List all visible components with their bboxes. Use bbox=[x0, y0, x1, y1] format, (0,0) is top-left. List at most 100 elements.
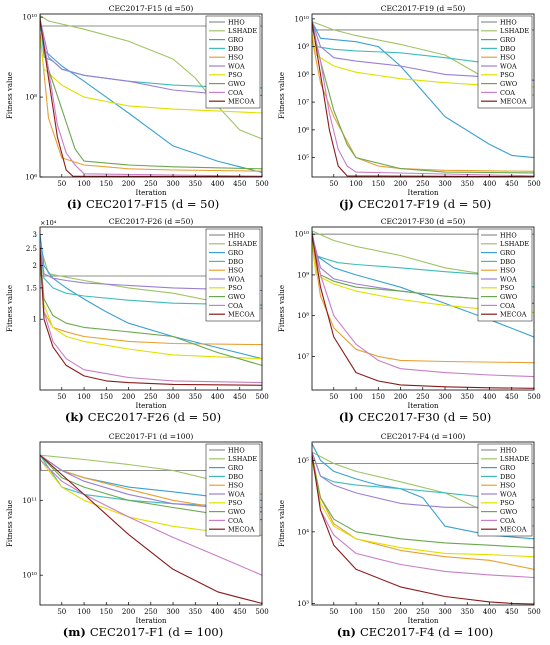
series-line-coa bbox=[40, 248, 262, 384]
legend-label: HSO bbox=[500, 267, 515, 275]
legend-label: GRO bbox=[500, 249, 515, 257]
y-axis-label: Fitness value bbox=[6, 285, 14, 332]
legend-label: LSHADE bbox=[228, 455, 257, 463]
panel-caption: (i) CEC2017-F15 (d = 50) bbox=[67, 197, 220, 211]
x-tick-label: 100 bbox=[349, 608, 362, 616]
y-tick-label: 10⁶ bbox=[25, 174, 37, 182]
legend-label: WOA bbox=[500, 490, 517, 498]
chart-panel-0: 50 100 150 200 250 300 350 400 450 500 10⁶ 10⁸ 10¹⁰ C… bbox=[6, 4, 269, 211]
x-tick-label: 450 bbox=[233, 608, 246, 616]
x-axis-label: Iteration bbox=[407, 189, 439, 197]
legend-label: HHO bbox=[228, 231, 245, 239]
legend-label: GRO bbox=[500, 36, 515, 44]
legend-label: WOA bbox=[228, 490, 245, 498]
panel-caption: (m) CEC2017-F1 (d = 100) bbox=[63, 625, 223, 639]
legend-label: MECOA bbox=[228, 526, 255, 534]
x-tick-label: 100 bbox=[349, 393, 362, 401]
y-tick-label: 2.5 bbox=[26, 245, 37, 253]
legend-label: WOA bbox=[500, 62, 517, 70]
y-axis-label: Fitness value bbox=[278, 500, 286, 547]
x-tick-label: 300 bbox=[166, 608, 179, 616]
series-line-gwo bbox=[312, 27, 534, 174]
y-tick-label: 10³ bbox=[297, 600, 309, 608]
chart-panel-4: 50 100 150 200 250 300 350 400 450 500 10¹⁰ 10¹¹ CEC… bbox=[6, 432, 269, 639]
panel-caption: (j) CEC2017-F19 (d = 50) bbox=[339, 197, 491, 211]
x-axis-label: Iteration bbox=[135, 617, 167, 625]
legend-label: MECOA bbox=[228, 311, 255, 319]
legend-label: COA bbox=[500, 302, 515, 310]
series-line-gro bbox=[40, 20, 262, 173]
x-tick-label: 100 bbox=[77, 393, 90, 401]
legend-label: HSO bbox=[228, 54, 243, 62]
y-tick-label: 3 bbox=[33, 231, 37, 239]
x-tick-label: 100 bbox=[349, 180, 362, 188]
x-tick-label: 100 bbox=[77, 180, 90, 188]
y-tick-label: 2 bbox=[33, 262, 37, 270]
y-tick-label: 10¹⁰ bbox=[22, 14, 37, 22]
x-tick-label: 250 bbox=[144, 180, 157, 188]
y-tick-label: 10⁶ bbox=[297, 126, 309, 134]
legend-label: HSO bbox=[500, 54, 515, 62]
legend-label: LSHADE bbox=[500, 455, 529, 463]
chart-title: CEC2017-F15 (d =50) bbox=[109, 4, 194, 13]
legend-label: LSHADE bbox=[500, 27, 529, 35]
legend-label: PSO bbox=[500, 499, 514, 507]
chart-title: CEC2017-F30 (d =50) bbox=[381, 217, 466, 226]
y-tick-label: 10⁵ bbox=[297, 154, 309, 162]
x-tick-label: 200 bbox=[122, 393, 135, 401]
series-line-mecoa bbox=[40, 248, 262, 386]
series-line-coa bbox=[312, 454, 534, 579]
legend-label: LSHADE bbox=[500, 240, 529, 248]
y-tick-label: 1.5 bbox=[26, 284, 37, 292]
y-tick-label: 10⁷ bbox=[297, 99, 309, 107]
legend-label: GWO bbox=[500, 508, 517, 516]
x-tick-label: 250 bbox=[144, 393, 157, 401]
y-tick-label: 10⁹ bbox=[297, 271, 309, 279]
legend-label: WOA bbox=[500, 275, 517, 283]
legend-label: WOA bbox=[228, 275, 245, 283]
y-axis-label: Fitness value bbox=[278, 285, 286, 332]
y-axis-label: Fitness value bbox=[278, 72, 286, 119]
series-line-gro bbox=[312, 443, 534, 540]
x-axis-label: Iteration bbox=[135, 189, 167, 197]
x-tick-label: 400 bbox=[211, 180, 224, 188]
legend-label: HSO bbox=[500, 482, 515, 490]
y-tick-label: 10¹⁰ bbox=[294, 231, 309, 239]
x-tick-label: 400 bbox=[483, 393, 496, 401]
legend-label: LSHADE bbox=[228, 27, 257, 35]
legend-label: GWO bbox=[500, 293, 517, 301]
series-line-mecoa bbox=[40, 454, 262, 604]
x-tick-label: 250 bbox=[416, 608, 429, 616]
x-tick-label: 200 bbox=[122, 180, 135, 188]
panel-caption: (k) CEC2017-F26 (d = 50) bbox=[65, 410, 221, 424]
legend-label: HHO bbox=[500, 446, 517, 454]
series-line-mecoa bbox=[312, 454, 534, 605]
x-tick-label: 500 bbox=[255, 608, 268, 616]
chart-title: CEC2017-F1 (d =100) bbox=[109, 432, 194, 441]
chart-title: CEC2017-F26 (d =50) bbox=[109, 217, 194, 226]
legend-label: GWO bbox=[500, 80, 517, 88]
x-tick-label: 350 bbox=[189, 180, 202, 188]
x-tick-label: 200 bbox=[394, 393, 407, 401]
x-tick-label: 150 bbox=[100, 393, 113, 401]
x-tick-label: 250 bbox=[416, 180, 429, 188]
x-axis-label: Iteration bbox=[407, 617, 439, 625]
chart-title: CEC2017-F19 (d =50) bbox=[381, 4, 466, 13]
x-tick-label: 50 bbox=[57, 180, 66, 188]
series-line-coa bbox=[40, 18, 262, 177]
series-line-coa bbox=[40, 459, 262, 576]
series-line-gro bbox=[40, 234, 262, 360]
y-tick-label: 10⁸ bbox=[297, 312, 309, 320]
series-group bbox=[312, 443, 534, 605]
y-tick-label: 10⁴ bbox=[297, 528, 309, 536]
x-tick-label: 50 bbox=[329, 180, 338, 188]
legend-label: GWO bbox=[228, 80, 245, 88]
legend-label: MECOA bbox=[228, 98, 255, 106]
x-tick-label: 400 bbox=[211, 393, 224, 401]
x-tick-label: 350 bbox=[461, 180, 474, 188]
series-group bbox=[40, 234, 262, 386]
legend-label: HSO bbox=[228, 267, 243, 275]
